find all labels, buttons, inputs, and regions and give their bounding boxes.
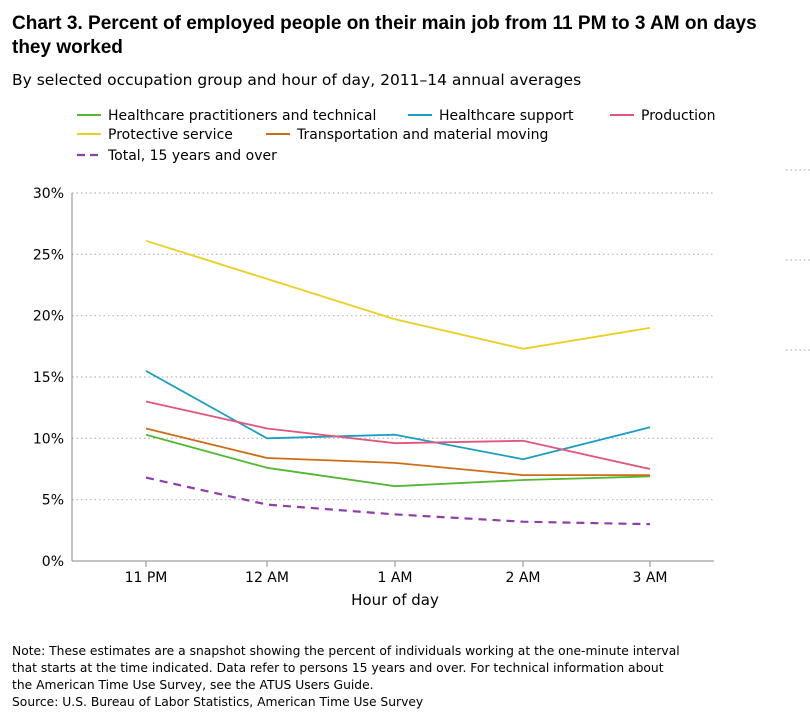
x-tick-label: 12 AM	[245, 570, 289, 586]
y-tick-label: 5%	[42, 493, 64, 509]
series-line-4	[145, 427, 650, 477]
y-tick-label: 0%	[42, 554, 64, 570]
y-tick-label: 15%	[33, 370, 64, 386]
y-tick-label: 30%	[33, 186, 64, 202]
line-chart: 0% 5% 10% 15% 20% 25% 30% 11 PM 12 AM 1 AM 2 AM 3 A…	[33, 108, 810, 609]
chart-note: Note: These estimates are a snapshot sho…	[12, 644, 680, 692]
series-line-5	[145, 476, 651, 526]
legend-label: Protective service	[108, 127, 233, 143]
x-tick-label: 1 AM	[377, 570, 412, 586]
series-line-0	[145, 433, 651, 488]
chart-title: Chart 3. Percent of employed people on t…	[12, 13, 757, 58]
y-tick-label: 10%	[33, 431, 64, 447]
series-line-3	[145, 239, 651, 350]
legend-label: Healthcare support	[439, 108, 574, 124]
chart-source: Source: U.S. Bureau of Labor Statistics,…	[12, 695, 424, 709]
chart-subtitle: By selected occupation group and hour of…	[12, 71, 582, 89]
legend-label: Total, 15 years and over	[107, 148, 277, 164]
legend-label: Production	[641, 108, 715, 124]
y-tick-label: 25%	[33, 247, 64, 263]
series-line-2	[145, 400, 651, 470]
x-tick-label: 2 AM	[505, 570, 540, 586]
y-tick-label: 20%	[33, 309, 64, 325]
legend: Healthcare practitioners and technical He…	[77, 108, 715, 164]
x-tick-label: 11 PM	[125, 570, 168, 586]
series-line-1	[145, 370, 651, 461]
x-tick-label: 3 AM	[632, 570, 667, 586]
legend-label: Healthcare practitioners and technical	[108, 108, 376, 124]
legend-label: Transportation and material moving	[296, 127, 548, 143]
axes: 0% 5% 10% 15% 20% 25% 30% 11 PM 12 AM 1 AM 2 AM 3 A…	[33, 186, 714, 609]
x-axis-label: Hour of day	[351, 591, 439, 609]
series-lines	[145, 239, 651, 526]
gridlines	[72, 169, 810, 501]
